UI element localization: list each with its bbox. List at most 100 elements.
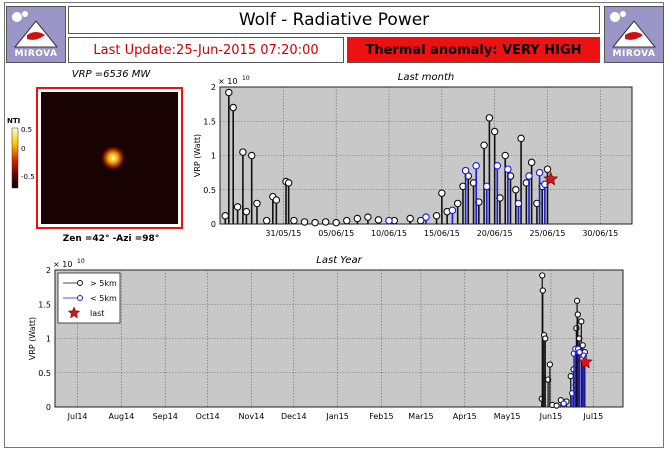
mirova-logo-left: MIROVA (6, 6, 66, 63)
data-point (374, 216, 383, 224)
data-point (527, 158, 536, 167)
data-point (560, 400, 567, 407)
mountain-icon (610, 11, 657, 48)
logo-text: MIROVA (612, 49, 656, 59)
y-tick-label: 0 (46, 403, 51, 412)
data-point (225, 88, 233, 97)
data-point (272, 196, 281, 204)
last-point-star (577, 354, 593, 369)
page-frame (4, 2, 664, 448)
x-tick-label: Feb15 (369, 412, 393, 421)
plot-area (219, 86, 633, 225)
y-exponent-power: 10 (242, 75, 250, 82)
data-point (300, 218, 309, 226)
x-tick-label: 25/06/15 (530, 229, 566, 238)
thermal-thumbnail-panel: VRP =6536 MW NTI 0.5 0 -0.5 Zen =42° -Az… (7, 69, 183, 244)
x-tick-label: Mar15 (408, 412, 433, 421)
data-point (472, 162, 480, 170)
mountain-icon (12, 11, 59, 48)
data-point (461, 166, 470, 175)
last-point-star (543, 171, 559, 186)
data-point (567, 373, 574, 380)
thumbnail-footer: Zen =42° -Azi =98° (63, 234, 160, 244)
data-point (253, 199, 261, 208)
y-exponent-power: 10 (77, 258, 85, 265)
data-point (448, 206, 457, 215)
thermal-alert-badge: Thermal anomaly: VERY HIGH (347, 37, 600, 63)
data-point (438, 189, 446, 197)
x-tick-label: 05/06/15 (318, 229, 354, 238)
data-point (546, 361, 554, 368)
chart-title: Last month (398, 72, 454, 83)
data-point (535, 168, 544, 177)
x-tick-label: Jul14 (67, 412, 88, 421)
x-tick-label: May15 (494, 412, 521, 421)
data-point (574, 311, 581, 318)
x-tick-label: Apr15 (453, 412, 477, 421)
y-exponent: × 10 (53, 260, 72, 269)
logo-text: MIROVA (14, 49, 58, 59)
data-point (321, 218, 330, 226)
data-point (239, 148, 247, 156)
data-point (229, 103, 237, 112)
data-point (573, 297, 581, 304)
last-year-chart: Last Year 0 0.5 1 1.5 2 Jul14 Aug14 Sep14 Oct14 No… (28, 255, 624, 421)
y-tick-label: 1 (46, 335, 51, 344)
data-point (539, 287, 546, 294)
data-point (578, 318, 585, 325)
data-point (364, 213, 372, 221)
data-point (576, 349, 583, 356)
data-point (422, 213, 430, 221)
data-point (512, 186, 520, 194)
data-point (343, 216, 351, 225)
data-point (311, 218, 319, 227)
data-point (242, 207, 251, 216)
last-month-chart: Last month 0 0.5 1 1.5 2 31/05/15 05/06/15 10/06… (193, 72, 633, 238)
y-tick-label: 0.5 (38, 369, 51, 378)
page-title: Wolf - Radiative Power (68, 6, 600, 34)
data-point (332, 218, 340, 227)
x-tick-label: 20/06/15 (477, 229, 513, 238)
data-point (262, 216, 271, 225)
colorbar-tick: 0.5 (21, 126, 32, 134)
legend-label: last (90, 309, 104, 318)
legend-circle-icon (77, 280, 83, 286)
data-point (406, 214, 414, 223)
colorbar-tick: -0.5 (21, 173, 35, 181)
data-point (482, 182, 491, 191)
x-tick-label: Dec14 (281, 412, 307, 421)
data-point (490, 127, 499, 136)
colorbar-label: NTI (7, 117, 20, 125)
data-point (385, 216, 393, 225)
data-point (579, 342, 586, 349)
y-tick-label: 0.5 (203, 186, 216, 195)
data-point (453, 199, 462, 208)
legend-label: < 5km (90, 294, 117, 303)
y-tick-label: 0 (211, 220, 216, 229)
colorbar-tick: 0 (21, 145, 25, 153)
data-point (501, 151, 509, 160)
x-tick-label: Oct14 (196, 412, 220, 421)
data-point (247, 151, 256, 160)
data-point (480, 141, 488, 149)
data-point (353, 214, 362, 223)
data-point (416, 216, 425, 225)
mirova-logo-right: MIROVA (604, 6, 664, 63)
data-point (543, 165, 552, 173)
last-update-text: Last Update:25-Jun-2015 07:20:00 (68, 37, 344, 63)
x-tick-label: Jan15 (325, 412, 349, 421)
y-tick-label: 2 (46, 266, 51, 275)
y-exponent: × 10 (218, 77, 237, 86)
data-point (525, 172, 533, 180)
data-point (539, 272, 546, 279)
hotspot (100, 145, 126, 171)
data-point (233, 203, 242, 211)
data-point (517, 134, 525, 143)
x-tick-label: Jun15 (539, 412, 563, 421)
data-point (514, 199, 523, 208)
x-tick-label: Nov14 (238, 412, 264, 421)
x-tick-label: 30/06/15 (582, 229, 618, 238)
x-tick-label: Jul15 (582, 412, 603, 421)
data-point (504, 165, 512, 173)
x-tick-label: 10/06/15 (371, 229, 407, 238)
